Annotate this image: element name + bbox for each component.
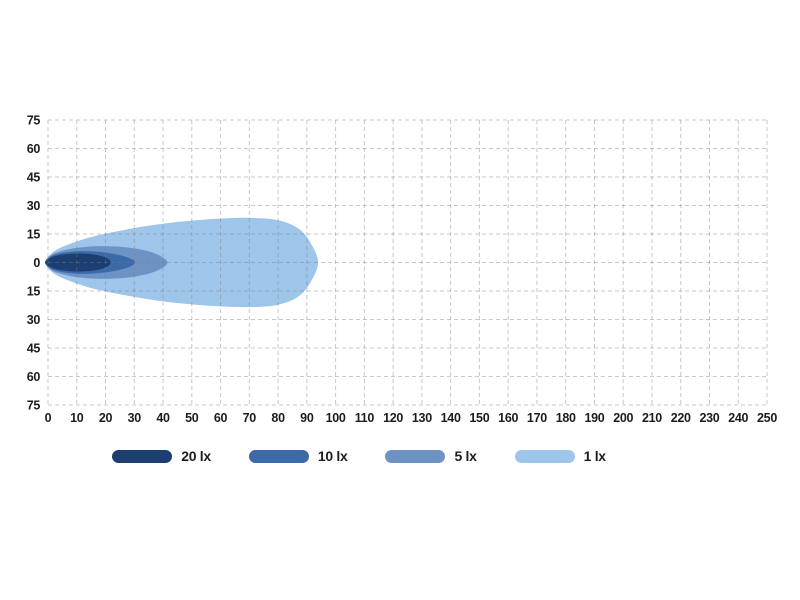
x-tick-label: 10	[70, 411, 84, 425]
legend-swatch-20-lx	[112, 449, 173, 463]
legend-label: 20 lx	[181, 448, 211, 464]
x-tick-label: 220	[671, 411, 691, 425]
x-tick-label: 140	[441, 411, 461, 425]
legend-label: 5 lx	[454, 448, 477, 464]
x-tick-label: 60	[214, 411, 228, 425]
isolux-contours	[45, 217, 319, 308]
x-tick-label: 180	[556, 411, 576, 425]
x-axis-tick-labels: 0 10 20 30 40 50 60 70 80 90 100 110 120 130 140 150 160…	[45, 411, 778, 425]
x-tick-label: 160	[498, 411, 518, 425]
legend-swatch-5-lx	[385, 449, 446, 463]
x-tick-label: 240	[728, 411, 748, 425]
legend-label: 1 lx	[583, 448, 606, 464]
legend-swatch-10-lx	[248, 449, 309, 463]
x-tick-label: 100	[326, 411, 346, 425]
x-tick-label: 20	[99, 411, 113, 425]
y-tick-label: 75	[27, 114, 41, 128]
y-tick-label: 15	[27, 285, 41, 299]
x-tick-label: 200	[613, 411, 633, 425]
contour-1lx	[45, 217, 319, 308]
x-tick-label: 110	[355, 411, 375, 425]
legend-item-5-lx: 5 lx	[385, 448, 477, 464]
x-tick-label: 190	[584, 411, 604, 425]
x-tick-label: 70	[243, 411, 257, 425]
y-tick-label: 60	[27, 142, 41, 156]
y-tick-label: 30	[27, 313, 41, 327]
y-tick-label: 15	[27, 228, 41, 242]
x-tick-label: 120	[383, 411, 403, 425]
legend-label: 10 lx	[317, 448, 348, 464]
y-tick-label: 30	[27, 199, 41, 213]
x-tick-label: 50	[185, 411, 199, 425]
y-tick-label: 75	[27, 399, 41, 413]
legend: 20 lx 10 lx 5 lx 1 lx	[0, 444, 759, 468]
y-tick-label: 60	[27, 370, 41, 384]
x-tick-label: 0	[45, 411, 52, 425]
x-tick-label: 210	[642, 411, 662, 425]
legend-swatch-1-lx	[514, 449, 575, 463]
x-tick-label: 90	[300, 411, 314, 425]
legend-item-20-lx: 20 lx	[112, 448, 211, 464]
grid	[47, 119, 768, 406]
x-tick-label: 80	[271, 411, 285, 425]
x-tick-label: 40	[156, 411, 170, 425]
y-tick-label: 45	[27, 342, 41, 356]
x-tick-label: 150	[469, 411, 489, 425]
contour-20lx	[45, 253, 111, 272]
x-tick-label: 250	[757, 411, 777, 425]
legend-item-1-lx: 1 lx	[514, 448, 606, 464]
y-tick-label: 0	[33, 256, 40, 270]
x-tick-label: 230	[699, 411, 719, 425]
x-tick-label: 130	[412, 411, 432, 425]
legend-item-10-lx: 10 lx	[248, 448, 348, 464]
beam-pattern-chart: 0 10 20 30 40 50 60 70 80 90 100 110 120 130 140 150 160…	[27, 114, 778, 426]
y-tick-label: 45	[27, 171, 41, 185]
y-axis-tick-labels: 75 60 45 30 15 0 15 30 45 60 75	[27, 114, 41, 413]
x-tick-label: 30	[128, 411, 142, 425]
x-tick-label: 170	[527, 411, 547, 425]
